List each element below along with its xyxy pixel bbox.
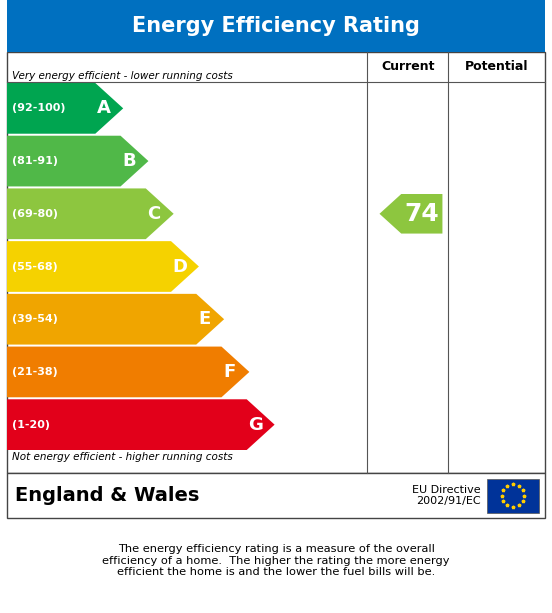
Text: (55-68): (55-68) (12, 262, 58, 272)
Text: Energy Efficiency Rating: Energy Efficiency Rating (132, 16, 420, 36)
Text: A: A (97, 99, 110, 117)
Text: England & Wales: England & Wales (15, 486, 199, 505)
Bar (487, 479, 539, 512)
Bar (7, 0, 545, 52)
Text: (92-100): (92-100) (12, 104, 66, 113)
Polygon shape (7, 83, 123, 134)
Text: E: E (199, 310, 211, 328)
Text: (39-54): (39-54) (12, 314, 58, 324)
Bar (7, 52, 545, 473)
Text: F: F (224, 363, 236, 381)
Text: D: D (172, 257, 187, 275)
Text: EU Directive
2002/91/EC: EU Directive 2002/91/EC (412, 485, 481, 506)
Text: Not energy efficient - higher running costs: Not energy efficient - higher running co… (12, 452, 233, 462)
Polygon shape (7, 188, 174, 239)
Text: G: G (248, 416, 263, 433)
Polygon shape (7, 135, 148, 186)
Polygon shape (7, 241, 199, 292)
Polygon shape (7, 294, 224, 345)
Text: 74: 74 (405, 202, 439, 226)
Text: (21-38): (21-38) (12, 367, 58, 377)
Text: Current: Current (381, 61, 434, 74)
Polygon shape (379, 194, 443, 234)
Text: Potential: Potential (465, 61, 528, 74)
Text: (81-91): (81-91) (12, 156, 58, 166)
Bar (7, 473, 545, 518)
Text: The energy efficiency rating is a measure of the overall
efficiency of a home.  : The energy efficiency rating is a measur… (102, 544, 450, 577)
Text: (1-20): (1-20) (12, 420, 50, 430)
Text: C: C (147, 205, 161, 223)
Text: Very energy efficient - lower running costs: Very energy efficient - lower running co… (12, 71, 233, 81)
Polygon shape (7, 399, 274, 450)
Text: (69-80): (69-80) (12, 209, 58, 219)
Polygon shape (7, 346, 250, 397)
Text: B: B (122, 152, 136, 170)
